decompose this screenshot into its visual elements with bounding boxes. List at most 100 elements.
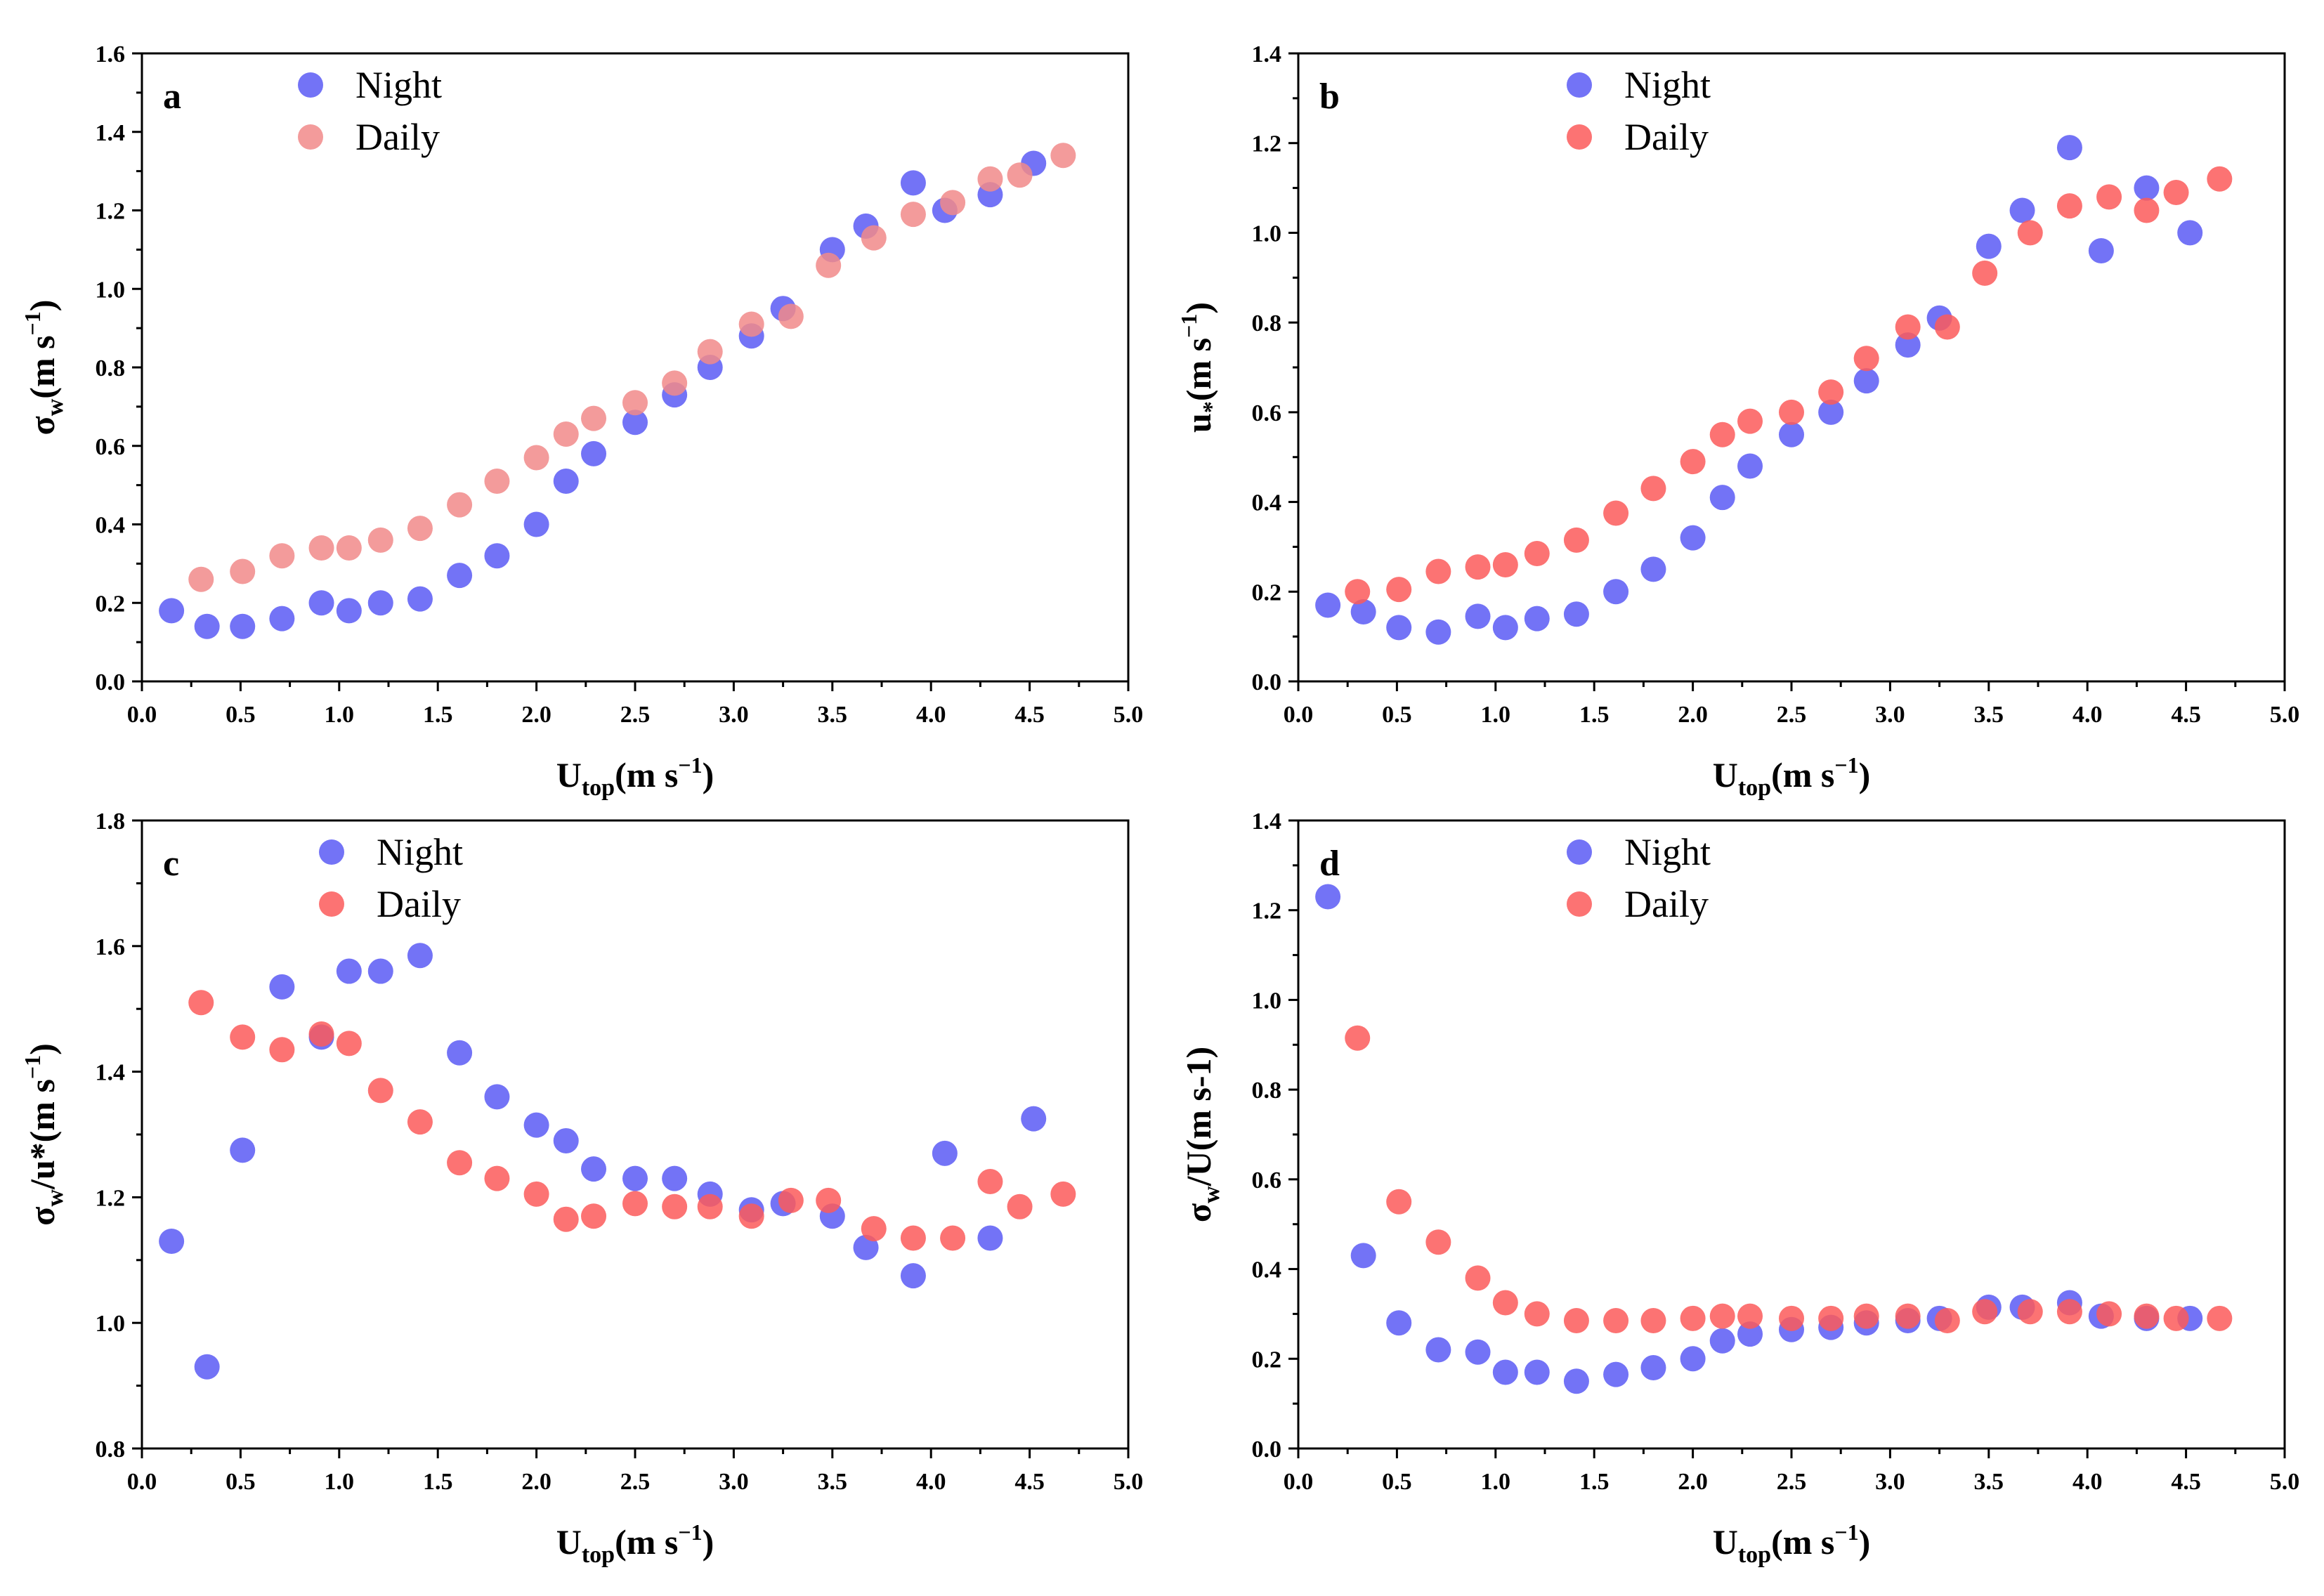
panel-label-c: c xyxy=(163,844,179,884)
data-point-daily xyxy=(1640,1308,1666,1334)
y-tick-label: 0.0 xyxy=(96,669,126,695)
y-axis-title-b-sup: −1 xyxy=(1176,314,1201,338)
x-tick-label: 3.5 xyxy=(1974,1469,2004,1495)
y-axis-title-a-sup: −1 xyxy=(20,311,45,335)
data-point-daily xyxy=(1779,1305,1804,1331)
data-point-night xyxy=(1492,615,1518,641)
data-point-night xyxy=(2177,220,2203,246)
y-axis-title-a-close: ) xyxy=(22,300,62,312)
data-point-night xyxy=(159,598,185,624)
legend-label-daily: Daily xyxy=(1624,883,1709,925)
data-point-daily xyxy=(697,1193,723,1219)
x-axis-title-b-sup: −1 xyxy=(1834,752,1858,778)
data-point-daily xyxy=(1737,1303,1763,1329)
data-point-daily xyxy=(1972,260,1998,286)
data-point-night xyxy=(1315,884,1341,910)
data-point-night xyxy=(553,1127,579,1153)
x-tick-label: 2.0 xyxy=(521,1469,551,1495)
y-axis-title-b-rest: (m s xyxy=(1179,338,1218,401)
data-point-daily xyxy=(1465,554,1491,580)
panel-label-d: d xyxy=(1319,844,1340,884)
x-tick-label: 2.5 xyxy=(620,702,651,728)
x-axis-title-d-sub: top xyxy=(1738,1542,1771,1568)
x-tick-label: 1.0 xyxy=(325,702,355,728)
y-tick-label: 0.8 xyxy=(1252,1078,1282,1104)
y-axis-title-c-close: ) xyxy=(22,1043,62,1055)
x-axis-title-b-sub: top xyxy=(1738,775,1771,801)
data-point-night xyxy=(336,598,362,624)
y-tick-label: 0.4 xyxy=(1252,490,1282,516)
data-point-daily xyxy=(662,370,688,396)
data-point-night xyxy=(581,1156,607,1182)
data-point-daily xyxy=(816,252,842,278)
data-point-night xyxy=(1640,1355,1666,1381)
x-tick-label: 5.0 xyxy=(2270,702,2300,728)
y-tick-label: 0.4 xyxy=(1252,1257,1282,1283)
data-point-daily xyxy=(269,543,295,569)
x-axis-title-c-sup: −1 xyxy=(678,1519,702,1545)
y-tick-label: 1.0 xyxy=(1252,221,1282,247)
x-axis-title-a-base: U xyxy=(556,755,582,794)
data-point-night xyxy=(622,1165,648,1191)
panel-label-b: b xyxy=(1319,77,1340,117)
x-axis-title-a-rest: (m s xyxy=(615,755,678,794)
y-axis-title-a-rest: (m s xyxy=(22,335,62,398)
series-daily-a xyxy=(188,143,1076,592)
x-axis-title-b: Utop(m s−1) xyxy=(1713,752,1871,801)
data-point-night xyxy=(1524,606,1550,632)
data-point-night xyxy=(977,1225,1003,1251)
y-tick-label: 1.6 xyxy=(96,41,126,67)
data-point-daily xyxy=(1386,1189,1412,1215)
data-point-night xyxy=(159,1228,185,1254)
data-point-daily xyxy=(581,1203,607,1229)
series-daily-b xyxy=(1345,166,2233,605)
data-point-night xyxy=(1779,421,1804,447)
series-night-c xyxy=(159,943,1047,1380)
data-point-daily xyxy=(1709,421,1735,447)
data-point-daily xyxy=(553,1206,579,1232)
data-point-daily xyxy=(2134,197,2160,223)
data-point-daily xyxy=(940,190,966,216)
y-tick-label: 1.6 xyxy=(96,934,126,960)
y-tick-label: 0.8 xyxy=(1252,310,1282,336)
y-tick-label: 0.0 xyxy=(1252,1437,1282,1463)
data-point-daily xyxy=(622,390,648,416)
x-axis-title-d: Utop(m s−1) xyxy=(1713,1519,1871,1568)
data-point-night xyxy=(581,440,607,466)
x-tick-label: 1.0 xyxy=(1481,1469,1511,1495)
data-point-daily xyxy=(523,445,549,471)
data-point-daily xyxy=(1524,541,1550,567)
data-point-daily xyxy=(523,1181,549,1207)
y-tick-label: 0.2 xyxy=(96,591,126,617)
data-point-night xyxy=(2088,237,2114,263)
data-point-daily xyxy=(1492,1290,1518,1316)
x-tick-label: 4.0 xyxy=(916,1469,946,1495)
x-tick-label: 1.5 xyxy=(1579,702,1610,728)
x-tick-label: 2.0 xyxy=(1678,702,1708,728)
data-point-night xyxy=(1492,1359,1518,1385)
data-point-daily xyxy=(308,535,334,561)
y-tick-label: 1.8 xyxy=(96,809,126,835)
data-point-daily xyxy=(484,1165,510,1191)
x-tick-label: 0.5 xyxy=(1382,702,1412,728)
plot-frame-c xyxy=(141,819,1130,1450)
x-tick-label: 0.0 xyxy=(1284,702,1314,728)
data-point-night xyxy=(194,1354,220,1380)
x-axis-title-c-base: U xyxy=(556,1522,582,1562)
data-point-daily xyxy=(230,558,256,584)
data-point-daily xyxy=(1680,1305,1706,1331)
y-tick-label: 1.2 xyxy=(1252,898,1282,924)
data-point-night xyxy=(336,958,362,984)
x-tick-label: 4.5 xyxy=(1014,702,1045,728)
x-tick-label: 3.5 xyxy=(1974,702,2004,728)
legend-label-night: Night xyxy=(1624,64,1711,106)
data-point-daily xyxy=(697,339,723,365)
panel-d: 0.0 0.5 1.0 1.5 2.0 2.5 3.0 3.5 4.0 4.5 5.0 0.0 0.2 0… xyxy=(1179,809,2299,1568)
data-point-night xyxy=(1737,1321,1763,1347)
legend-d: Night Daily xyxy=(1567,831,1711,925)
y-tick-label: 0.6 xyxy=(96,434,126,460)
y-axis-title-d-base: σ xyxy=(1179,1203,1218,1222)
data-point-daily xyxy=(188,566,214,592)
